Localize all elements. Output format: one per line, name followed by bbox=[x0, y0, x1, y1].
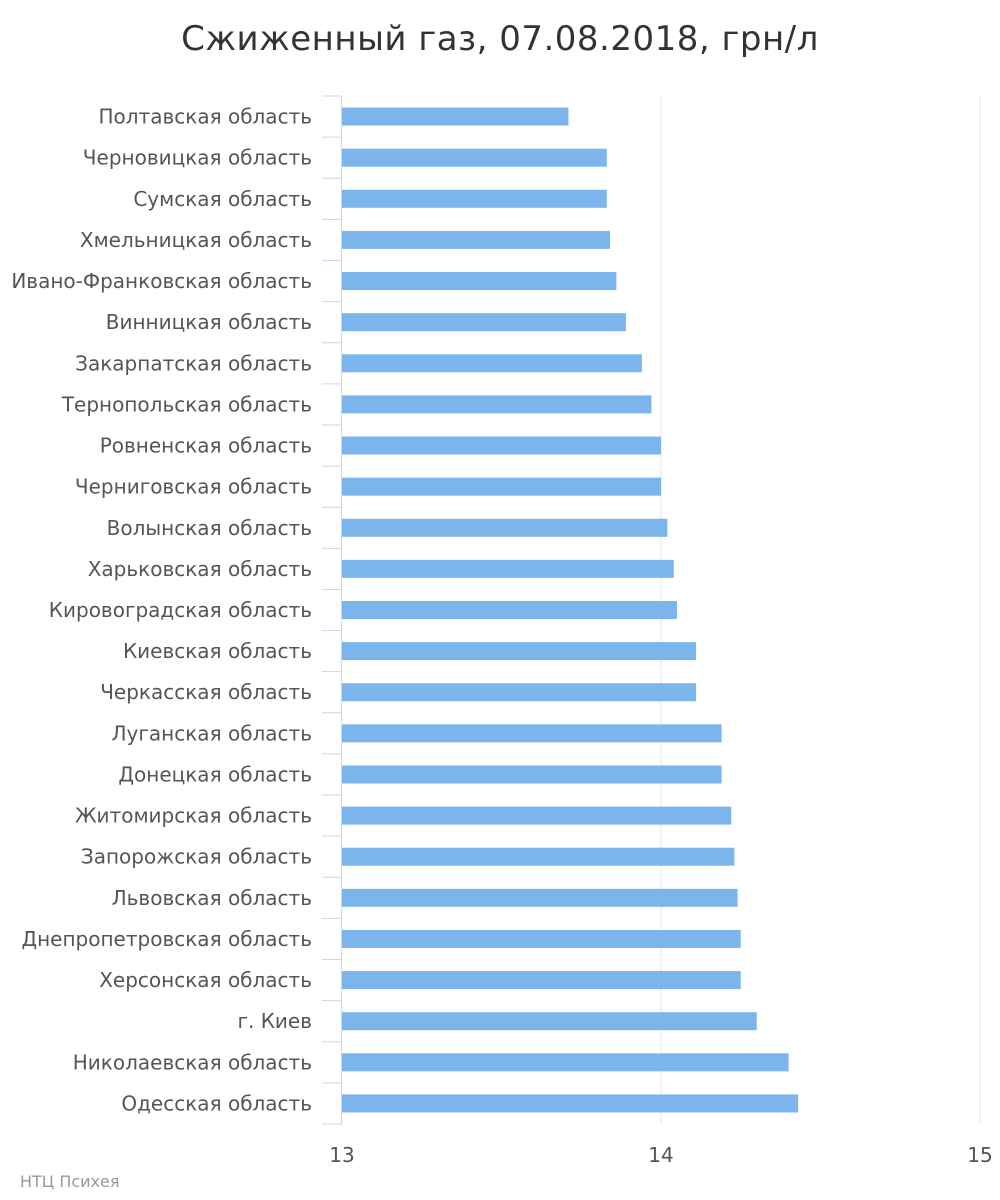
category-label: Луганская область bbox=[112, 721, 312, 745]
category-label: Черновицкая область bbox=[83, 146, 312, 170]
category-label: Харьковская область bbox=[88, 557, 312, 581]
bar bbox=[342, 847, 735, 866]
tick-label: 13 bbox=[329, 1143, 354, 1167]
category-label: Ровненская область bbox=[100, 434, 312, 458]
bar bbox=[342, 559, 674, 578]
category-label: Львовская область bbox=[112, 886, 312, 910]
bar bbox=[342, 1053, 789, 1072]
category-label: Закарпатская область bbox=[75, 351, 312, 375]
bar bbox=[342, 971, 741, 990]
bar bbox=[342, 1094, 799, 1113]
category-label: Винницкая область bbox=[106, 310, 312, 334]
bar bbox=[342, 230, 610, 249]
tick-label: 14 bbox=[648, 1143, 673, 1167]
category-axis bbox=[322, 95, 342, 1125]
bar bbox=[342, 477, 661, 496]
category-label: Кировоградская область bbox=[49, 598, 312, 622]
category-label: Херсонская область bbox=[99, 968, 312, 992]
bar bbox=[342, 354, 642, 373]
category-label: Днепропетровская область bbox=[21, 927, 312, 951]
bar bbox=[342, 395, 652, 414]
bar bbox=[342, 107, 569, 126]
bar bbox=[342, 888, 738, 907]
bar bbox=[342, 436, 661, 455]
bar bbox=[342, 929, 741, 948]
bar bbox=[342, 189, 607, 208]
category-label: Ивано-Франковская область bbox=[11, 269, 312, 293]
category-label: Запорожская область bbox=[81, 845, 312, 869]
bar bbox=[342, 642, 697, 661]
category-label: Киевская область bbox=[123, 639, 312, 663]
category-label: Черниговская область bbox=[75, 475, 312, 499]
category-labels: Полтавская область Черновицкая область Сум… bbox=[11, 105, 312, 1116]
value-axis-ticks: 13 14 15 bbox=[329, 1143, 992, 1167]
source-credit: НТЦ Психея bbox=[20, 1172, 120, 1191]
grid-lines bbox=[660, 96, 981, 1124]
category-label: Хмельницкая область bbox=[80, 228, 312, 252]
category-label: Сумская область bbox=[133, 187, 312, 211]
category-label: Одесская область bbox=[121, 1091, 312, 1115]
bar bbox=[342, 724, 722, 743]
category-label: Тернопольская область bbox=[61, 392, 312, 416]
bar bbox=[342, 1012, 757, 1031]
bar bbox=[342, 313, 626, 332]
category-label: Донецкая область bbox=[118, 762, 312, 786]
chart-title: Сжиженный газ, 07.08.2018, грн/л bbox=[181, 19, 819, 59]
bar bbox=[342, 765, 722, 784]
bar bbox=[342, 272, 617, 291]
bar bbox=[342, 601, 677, 619]
bar bbox=[342, 806, 732, 825]
category-label: Полтавская область bbox=[98, 105, 312, 129]
bar bbox=[342, 518, 668, 537]
tick-label: 15 bbox=[967, 1143, 992, 1167]
bar bbox=[342, 148, 607, 167]
category-label: Николаевская область bbox=[73, 1050, 312, 1074]
bar bbox=[342, 683, 697, 702]
category-label: Волынская область bbox=[107, 516, 312, 540]
category-label: Житомирская область bbox=[75, 804, 312, 828]
bars bbox=[342, 107, 799, 1113]
category-label: г. Киев bbox=[237, 1009, 312, 1033]
category-label: Черкасская область bbox=[100, 680, 312, 704]
